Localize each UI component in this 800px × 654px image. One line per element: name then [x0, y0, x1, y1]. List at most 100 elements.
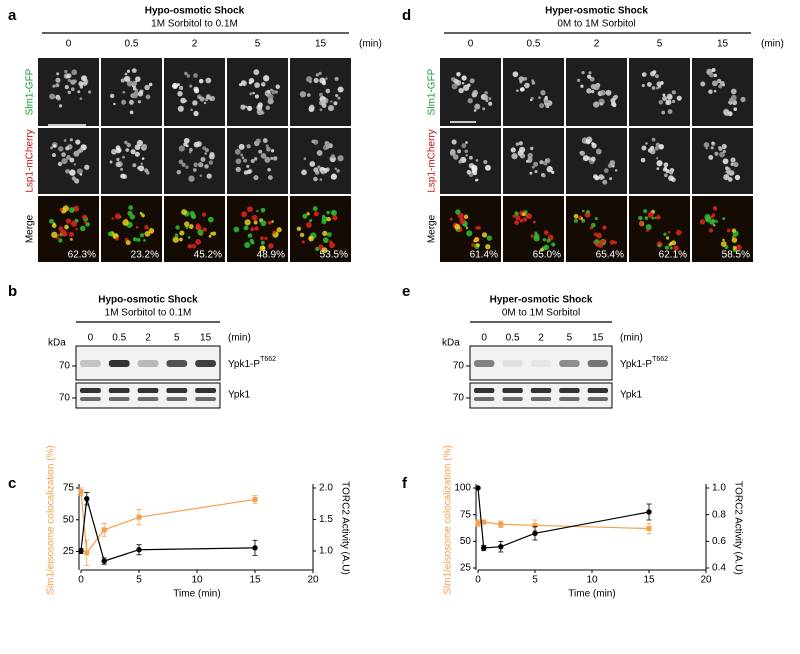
speckle — [667, 109, 673, 114]
speckle — [475, 226, 478, 230]
speckle — [655, 157, 659, 160]
speckle — [676, 95, 682, 101]
speckle — [81, 214, 88, 220]
speckle — [711, 80, 718, 87]
speckle — [593, 232, 598, 237]
speckle — [454, 223, 461, 230]
speckle — [145, 94, 151, 100]
micrograph — [503, 128, 564, 194]
speckle — [325, 88, 331, 94]
point — [101, 558, 107, 564]
speckle — [122, 219, 129, 226]
y2-tick-label: 0.4 — [712, 563, 726, 574]
speckle — [722, 83, 726, 87]
micrograph — [440, 196, 501, 262]
speckle — [464, 149, 469, 154]
speckle — [251, 214, 258, 221]
speckle — [586, 210, 590, 214]
speckle — [144, 84, 150, 91]
speckle — [318, 244, 324, 250]
speckle — [538, 96, 541, 100]
band-label: Ypk1-PT662 — [620, 356, 668, 370]
speckle — [51, 231, 58, 238]
time-label: 15 — [200, 333, 212, 344]
speckle — [55, 77, 61, 83]
speckle — [56, 96, 61, 101]
speckle — [192, 100, 198, 106]
speckle — [482, 107, 486, 111]
speckle — [457, 212, 464, 219]
speckle — [260, 153, 267, 159]
speckle — [179, 230, 185, 236]
speckle — [599, 89, 606, 96]
speckle — [299, 232, 305, 238]
speckle — [484, 90, 488, 95]
speckle — [192, 168, 197, 172]
speckle — [87, 90, 92, 94]
speckle — [472, 89, 479, 96]
speckle — [711, 68, 716, 72]
speckle — [469, 78, 475, 84]
speckle — [260, 220, 267, 227]
y-axis-label: Slm1/eisosome colocalization (%) — [46, 445, 57, 595]
x-tick-label: 20 — [700, 575, 712, 586]
band — [166, 360, 188, 367]
speckle — [543, 230, 549, 236]
speckle — [71, 176, 76, 181]
speckle — [518, 76, 525, 82]
speckle — [148, 228, 155, 234]
speckle — [646, 228, 650, 232]
speckle — [474, 103, 481, 110]
time-label: 0.5 — [527, 39, 541, 50]
speckle — [65, 218, 72, 224]
speckle — [301, 240, 305, 244]
speckle — [198, 162, 203, 167]
colocalization-label: 48.9% — [257, 250, 285, 261]
speckle — [207, 216, 214, 223]
speckle — [603, 168, 609, 173]
speckle — [251, 241, 255, 245]
speckle — [699, 219, 706, 225]
speckle — [188, 224, 194, 230]
speckle — [510, 147, 516, 153]
speckle — [651, 137, 656, 142]
speckle — [326, 210, 330, 215]
speckle — [174, 233, 179, 237]
speckle — [516, 89, 519, 93]
speckle — [197, 229, 204, 236]
speckle — [131, 68, 137, 74]
speckle — [512, 214, 516, 218]
row-label: Slm1-GFP — [427, 68, 438, 115]
micrograph — [164, 128, 225, 194]
speckle — [582, 155, 589, 162]
speckle — [171, 82, 179, 90]
speckle — [211, 231, 217, 236]
speckle — [731, 237, 738, 243]
speckle — [453, 78, 459, 84]
speckle — [708, 72, 714, 78]
speckle — [137, 100, 142, 104]
speckle — [514, 211, 519, 216]
speckle — [651, 86, 656, 90]
speckle — [451, 83, 458, 90]
series-line — [80, 491, 256, 555]
speckle — [243, 158, 248, 163]
speckle — [177, 105, 184, 112]
point — [136, 547, 142, 553]
speckle — [658, 100, 664, 105]
speckle — [139, 233, 145, 238]
speckle — [591, 142, 595, 145]
speckle — [640, 157, 646, 163]
speckle — [270, 88, 273, 92]
speckle — [143, 239, 146, 242]
time-label: 15 — [592, 333, 604, 344]
point — [532, 522, 538, 528]
speckle — [296, 226, 302, 232]
speckle — [593, 83, 600, 91]
speckle — [727, 100, 732, 104]
band — [587, 360, 608, 367]
speckle — [315, 73, 320, 77]
speckle — [710, 215, 714, 219]
speckle — [733, 107, 738, 112]
speckle — [466, 169, 472, 175]
